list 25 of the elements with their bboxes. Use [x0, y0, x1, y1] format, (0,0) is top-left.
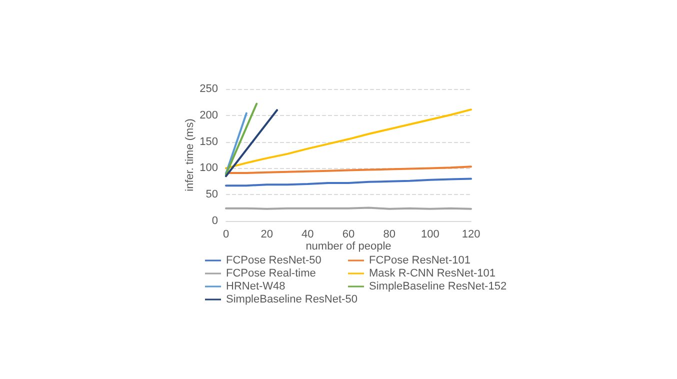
x-tick-label: 100 [420, 228, 440, 240]
line-series [225, 178, 472, 187]
x-axis-title: number of people [306, 240, 392, 252]
y-tick-label: 200 [200, 109, 218, 122]
x-tick-label: 0 [222, 228, 230, 240]
legend-label: SimpleBaseline ResNet-50 [226, 294, 358, 306]
y-tick-label: 150 [200, 136, 218, 148]
x-tick-label: 40 [302, 228, 314, 240]
legend-label: FCPose ResNet-50 [226, 254, 322, 266]
y-tick-label: 100 [200, 162, 218, 174]
x-tick-label: 120 [462, 228, 480, 240]
legend-label: Mask R-CNN ResNet-101 [369, 268, 496, 280]
y-tick-label: 250 [200, 83, 218, 95]
y-axis-title: infer. time (ms) [184, 118, 196, 192]
y-tick-label: 50 [206, 188, 218, 201]
legend-label: SimpleBaseline ResNet-152 [369, 280, 507, 292]
y-tick-label: 0 [212, 215, 218, 227]
x-tick-label: 20 [260, 228, 273, 240]
line-series [225, 108, 472, 170]
legend-label: FCPose ResNet-101 [369, 254, 470, 266]
x-tick-label: 80 [383, 228, 396, 240]
line-series [225, 166, 472, 174]
legend-label: FCPose Real-time [226, 268, 316, 280]
legend-label: HRNet-W48 [226, 280, 286, 292]
x-tick-label: 60 [342, 228, 355, 240]
